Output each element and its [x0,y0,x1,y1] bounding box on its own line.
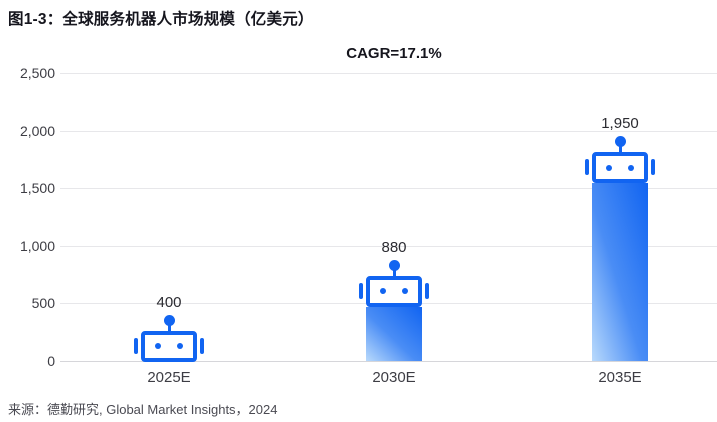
y-axis-tick-label: 500 [31,295,55,312]
robot-ear-left [585,159,589,176]
robot-eye-left [380,288,386,295]
robot-antenna-dot-icon [614,136,626,148]
robot-antenna-stem [618,145,622,154]
robot-antenna-dot-icon [163,314,175,326]
bar-value-label: 400 [156,293,182,311]
gridline-1000 [60,245,717,247]
cagr-annotation: CAGR=17.1% [346,45,442,62]
y-axis-tick-label: 1,000 [19,237,55,254]
x-axis-tick-label: 2030E [372,369,416,386]
y-axis-tick-label: 1,500 [19,180,55,197]
y-axis-tick-label: 0 [47,353,55,369]
bar-robot-2030E: 880 [359,239,429,361]
bar-robot-2025E: 400 [134,294,204,362]
robot-ear-left [134,337,138,354]
robot-antenna-stem [392,268,396,277]
gridline-2500 [60,73,717,74]
gridline-0 [60,361,717,362]
robot-eye-right [628,164,634,171]
robot-eye-right [402,288,408,295]
robot-head-icon [141,330,197,362]
gridline-2000 [60,130,717,132]
x-axis-tick-label: 2035E [598,369,642,386]
x-axis-tick-label: 2025E [147,369,191,386]
robot-eye-left [606,164,612,171]
bar-value-label: 1,950 [601,115,639,133]
robot-ear-left [359,282,363,299]
robot-head-icon [366,275,422,307]
robot-eye-left [155,343,161,350]
robot-ear-right [425,282,429,299]
robot-ear-right [200,337,204,354]
gridline-1500 [60,188,717,190]
source-note: 来源：德勤研究, Global Market Insights，2024 [8,402,278,417]
robot-antenna-stem [167,323,171,332]
y-axis-tick-label: 2,500 [19,65,55,81]
y-axis-tick-label: 2,000 [19,122,55,139]
chart-title: 图1-3：全球服务机器人市场规模（亿美元） [8,11,314,28]
robot-ear-right [651,159,655,176]
robot-body-bar [366,306,422,361]
robot-head-icon [592,152,648,184]
bar-value-label: 880 [381,238,407,256]
robot-body-bar [592,183,648,361]
bar-robot-2035E: 1,950 [585,115,655,361]
robot-eye-right [177,343,183,350]
robot-antenna-dot-icon [388,259,400,271]
